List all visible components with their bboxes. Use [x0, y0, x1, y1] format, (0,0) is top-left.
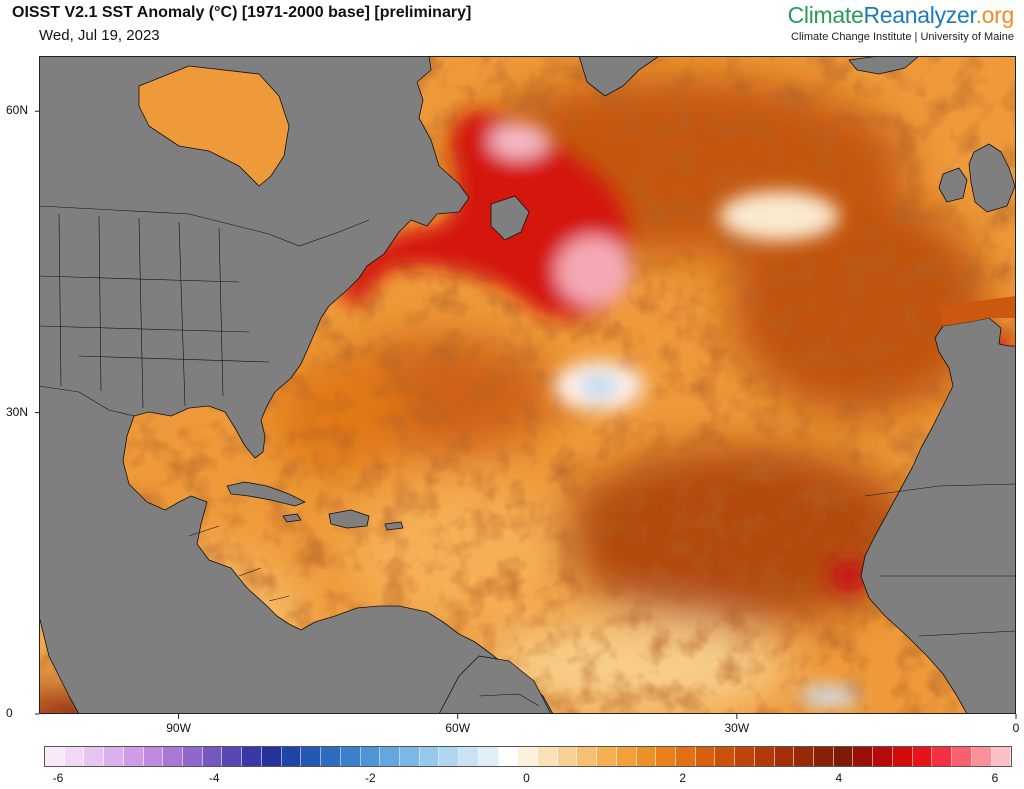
colorbar-swatch — [912, 747, 933, 766]
colorbar-swatch — [616, 747, 637, 766]
colorbar-swatch — [301, 747, 322, 766]
colorbar-swatch — [143, 747, 164, 766]
britain — [968, 143, 1016, 213]
map-title: OISST V2.1 SST Anomaly (°C) [1971-2000 b… — [12, 4, 472, 21]
colorbar-swatch — [735, 747, 755, 766]
political-borders — [39, 205, 1016, 707]
greenland — [578, 56, 660, 97]
colorbar-swatch — [123, 747, 144, 766]
colorbar-swatch — [557, 747, 578, 766]
brand-part-1: Climate — [787, 2, 864, 28]
colorbar-swatch — [853, 747, 874, 766]
colorbar-swatch — [202, 747, 223, 766]
colorbar-swatch — [45, 747, 65, 766]
jamaica — [282, 513, 302, 523]
north-america-landmass — [39, 56, 554, 714]
sst-anomaly-map — [39, 56, 1016, 714]
us-mexico-border — [39, 385, 135, 417]
colorbar — [44, 746, 1012, 767]
colorbar-swatch — [478, 747, 499, 766]
colorbar-swatch — [991, 747, 1012, 766]
colorbar-swatch — [380, 747, 400, 766]
colorbar-swatch — [104, 747, 124, 766]
colorbar-swatch — [399, 747, 420, 766]
west-africa-borders — [864, 483, 1016, 637]
colorbar-swatch — [281, 747, 302, 766]
colorbar-swatch — [459, 747, 479, 766]
hudson-bay-water — [138, 65, 290, 187]
lon-label-0: 90W — [166, 721, 191, 735]
iceland — [848, 56, 920, 75]
colorbar-swatch — [84, 747, 105, 766]
newfoundland — [490, 195, 530, 241]
colorbar-swatch — [222, 747, 243, 766]
state-lines — [39, 213, 270, 409]
brand-part-2: Reanalyzer — [863, 2, 976, 28]
colorbar-swatch — [676, 747, 696, 766]
colorbar-swatch — [814, 747, 834, 766]
colorbar-swatch — [754, 747, 775, 766]
hispaniola — [328, 509, 370, 529]
lat-label-1: 30N — [6, 404, 29, 419]
south-america-borders — [478, 693, 540, 707]
colorbar-swatch — [952, 747, 972, 766]
colorbar-swatch — [715, 747, 736, 766]
colorbar-swatch — [537, 747, 558, 766]
map-frame — [39, 56, 1016, 714]
lon-label-1: 60W — [445, 721, 471, 735]
lon-label-2: 30W — [724, 721, 750, 735]
central-america-borders — [188, 525, 290, 602]
south-america-coast — [438, 655, 552, 714]
iberia-water-gap — [939, 296, 1016, 326]
colorbar-swatch — [873, 747, 893, 766]
colorbar-tick-label: -2 — [364, 771, 376, 785]
lon-label-3: 0 — [1012, 721, 1020, 735]
brand-part-3: .org — [975, 2, 1015, 28]
us-canada-border — [39, 205, 370, 247]
affiliation-text: Climate Change Institute | University of… — [791, 31, 1014, 43]
colorbar-swatch — [340, 747, 361, 766]
colorbar-swatch — [419, 747, 440, 766]
colorbar-tick-label: -6 — [52, 771, 64, 785]
colorbar-swatch — [242, 747, 262, 766]
europe-africa-landmass — [860, 56, 1016, 714]
colorbar-tick-label: 6 — [991, 771, 999, 785]
lat-label-2: 0 — [6, 706, 13, 720]
colorbar-tick-label: 4 — [835, 771, 843, 785]
colorbar-swatch — [892, 747, 913, 766]
colorbar-swatch — [518, 747, 538, 766]
colorbar-swatch — [261, 747, 282, 766]
colorbar-swatch — [695, 747, 716, 766]
colorbar-swatch — [321, 747, 341, 766]
land-layer — [39, 56, 1016, 714]
colorbar-swatch — [774, 747, 795, 766]
brand-logo[interactable]: ClimateReanalyzer.org — [787, 2, 1015, 29]
colorbar-swatch — [64, 747, 85, 766]
ireland — [938, 167, 968, 203]
colorbar-swatch — [833, 747, 854, 766]
colorbar-swatch — [971, 747, 992, 766]
colorbar-swatch — [636, 747, 657, 766]
colorbar-swatch — [163, 747, 184, 766]
colorbar-swatch — [577, 747, 598, 766]
colorbar-tick-label: 0 — [523, 771, 530, 785]
colorbar-swatch — [597, 747, 617, 766]
colorbar-swatch — [439, 747, 460, 766]
cuba — [226, 481, 306, 507]
colorbar-swatch — [498, 747, 519, 766]
puerto-rico — [384, 521, 404, 531]
colorbar-swatch — [932, 747, 953, 766]
colorbar-tick-label: 2 — [679, 771, 686, 785]
colorbar-swatch — [360, 747, 381, 766]
colorbar-swatch — [656, 747, 676, 766]
colorbar-tick-label: -4 — [208, 771, 220, 785]
colorbar-swatch — [183, 747, 203, 766]
lat-label-0: 60N — [6, 103, 29, 118]
colorbar-swatch — [794, 747, 815, 766]
map-date: Wed, Jul 19, 2023 — [39, 27, 160, 44]
